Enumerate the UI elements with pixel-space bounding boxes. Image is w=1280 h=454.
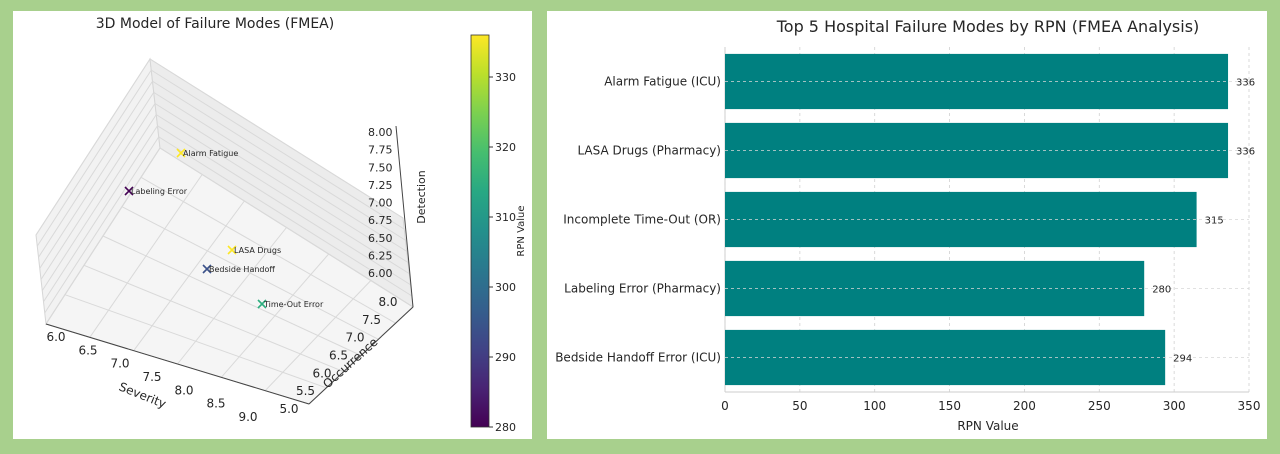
scatter3d-z-tick: 7.25 <box>368 179 393 192</box>
bar-category-label: Bedside Handoff Error (ICU) <box>555 351 721 365</box>
bar-x-tick: 200 <box>1013 399 1036 413</box>
scatter3d-z-tick: 6.00 <box>368 267 393 280</box>
bar-chart: Top 5 Hospital Failure Modes by RPN (FME… <box>555 17 1261 433</box>
bar-x-tick: 150 <box>938 399 961 413</box>
scatter3d-x-tick: 6.5 <box>78 343 97 357</box>
colorbar <box>470 34 490 428</box>
scatter3d-point <box>257 299 267 309</box>
bar-value-label: 336 <box>1236 147 1255 158</box>
bar-x-tick: 0 <box>721 399 729 413</box>
bar-x-tick: 300 <box>1163 399 1186 413</box>
scatter3d-point-label: Bedside Handoff <box>209 265 275 274</box>
bar-x-tick: 50 <box>792 399 807 413</box>
bar-category-label: Labeling Error (Pharmacy) <box>564 282 721 296</box>
bar-x-tick: 100 <box>863 399 886 413</box>
scatter3d-x-tick: 7.0 <box>110 357 129 371</box>
scatter3d-y-tick: 8.0 <box>378 295 397 309</box>
scatter3d-point <box>202 264 212 274</box>
scatter3d-x-tick: 9.0 <box>238 410 257 424</box>
bar-category-label: LASA Drugs (Pharmacy) <box>577 144 721 158</box>
scatter3d-z-tick: 7.00 <box>368 197 393 210</box>
scatter3d-y-tick: 7.0 <box>345 331 364 345</box>
bar-value-label: 280 <box>1152 285 1171 296</box>
scatter3d-z-tick: 6.50 <box>368 232 393 245</box>
colorbar-tick: 310 <box>495 211 516 224</box>
bar-value-label: 336 <box>1236 78 1255 89</box>
bar-value-label: 294 <box>1173 354 1192 365</box>
scatter3d-y-tick: 7.5 <box>362 313 381 327</box>
scatter3d-x-tick: 7.5 <box>142 370 161 384</box>
scatter3d-z-tick: 8.00 <box>368 126 393 139</box>
bar-value-label: 315 <box>1205 216 1224 227</box>
bar-x-tick: 250 <box>1088 399 1111 413</box>
colorbar-tick: 300 <box>495 281 516 294</box>
bar-category-label: Incomplete Time-Out (OR) <box>563 213 721 227</box>
bar-panel: Top 5 Hospital Failure Modes by RPN (FME… <box>547 11 1267 439</box>
bar-title: Top 5 Hospital Failure Modes by RPN (FME… <box>776 17 1200 36</box>
bar-x-axis-label: RPN Value <box>957 419 1018 433</box>
scatter3d-title: 3D Model of Failure Modes (FMEA) <box>96 16 334 32</box>
scatter3d-y-tick: 6.0 <box>312 366 331 380</box>
scatter3d-z-tick: 6.75 <box>368 214 393 227</box>
scatter3d-x-tick: 8.0 <box>174 383 193 397</box>
scatter3d-point <box>124 186 134 196</box>
colorbar-label: RPN Value <box>516 205 527 256</box>
colorbar-tick: 330 <box>495 71 516 84</box>
scatter3d-point-label: Alarm Fatigue <box>183 149 238 158</box>
bar <box>725 122 1229 179</box>
scatter3d-point <box>176 148 186 158</box>
colorbar-tick: 280 <box>495 421 516 434</box>
scatter3d-point-label: Time-Out Error <box>263 300 324 309</box>
scatter3d-x-axis-label: Severity <box>117 380 168 412</box>
scatter3d-x-tick: 8.5 <box>206 397 225 411</box>
scatter3d-z-tick: 6.25 <box>368 249 393 262</box>
colorbar-tick: 320 <box>495 141 516 154</box>
scatter3d-y-tick: 6.5 <box>329 349 348 363</box>
bar-x-tick: 350 <box>1238 399 1261 413</box>
scatter3d-point-label: Labeling Error <box>131 187 188 196</box>
scatter3d-z-tick: 7.75 <box>368 144 393 157</box>
scatter3d-x-tick: 6.0 <box>46 330 65 344</box>
scatter3d-panel: 3D Model of Failure Modes (FMEA) 6.0 6.5 7… <box>13 11 532 439</box>
scatter3d-chart: 3D Model of Failure Modes (FMEA) 6.0 6.5 7… <box>35 16 527 434</box>
scatter3d-point-label: LASA Drugs <box>234 246 281 255</box>
bar <box>725 53 1229 110</box>
scatter3d-point <box>227 245 237 255</box>
scatter3d-z-axis-label: Detection <box>415 170 428 223</box>
colorbar-tick: 290 <box>495 351 516 364</box>
scatter3d-y-tick: 5.5 <box>296 384 315 398</box>
scatter3d-y-tick: 5.0 <box>279 402 298 416</box>
bar-category-label: Alarm Fatigue (ICU) <box>604 75 721 89</box>
scatter3d-z-tick: 7.50 <box>368 161 393 174</box>
